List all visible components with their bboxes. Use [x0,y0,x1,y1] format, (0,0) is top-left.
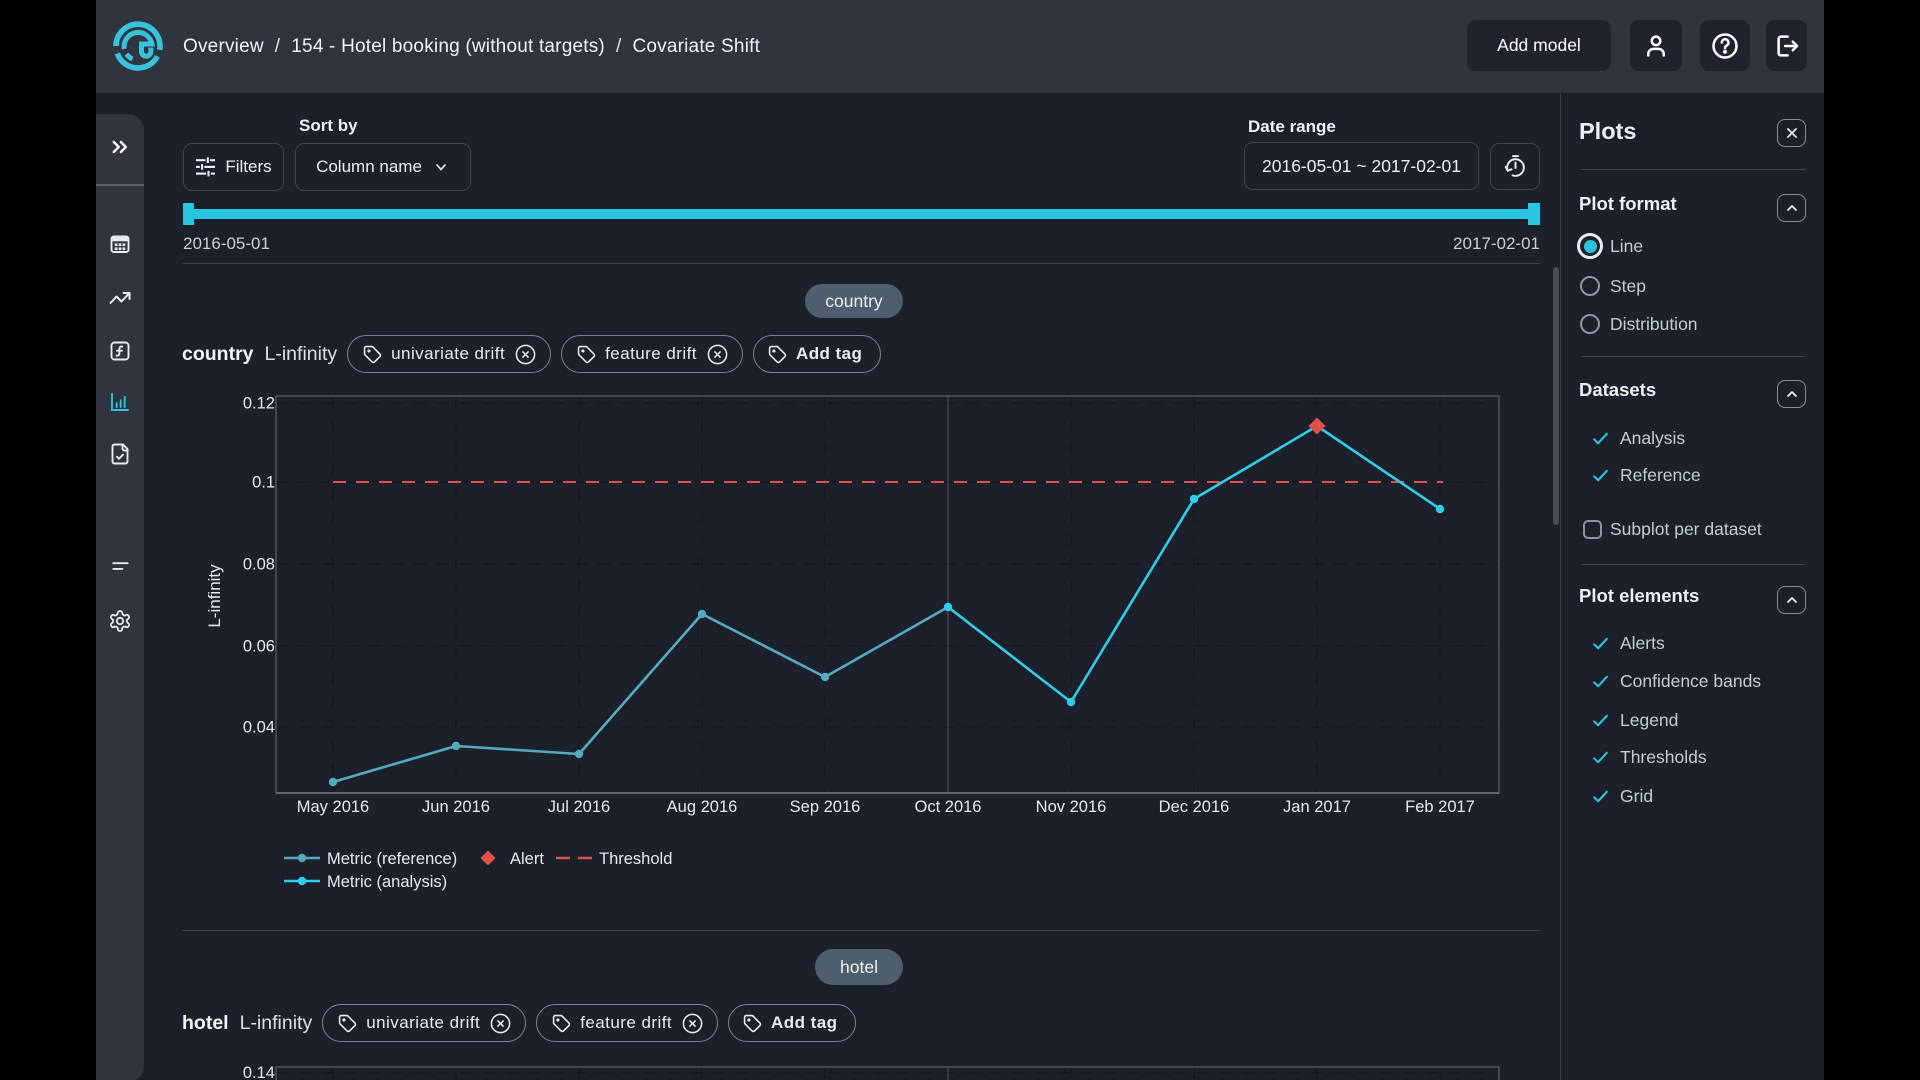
svg-text:May 2016: May 2016 [297,798,369,816]
svg-text:Alert: Alert [510,850,544,868]
svg-text:0.04: 0.04 [243,719,275,737]
svg-text:Nov 2016: Nov 2016 [1036,798,1107,816]
svg-text:Metric (analysis): Metric (analysis) [327,873,447,891]
svg-text:Jun 2016: Jun 2016 [422,798,490,816]
svg-text:L-infinity: L-infinity [205,564,224,628]
svg-text:Threshold: Threshold [599,850,672,868]
svg-text:0.08: 0.08 [243,556,275,574]
svg-text:Oct 2016: Oct 2016 [915,798,982,816]
svg-text:Jan 2017: Jan 2017 [1283,798,1351,816]
svg-text:Metric (reference): Metric (reference) [327,850,457,868]
svg-text:0.06: 0.06 [243,638,275,656]
svg-text:Dec 2016: Dec 2016 [1159,798,1230,816]
svg-text:Aug 2016: Aug 2016 [667,798,738,816]
svg-text:0.14: 0.14 [243,1064,275,1080]
svg-text:Jul 2016: Jul 2016 [548,798,610,816]
svg-text:Feb 2017: Feb 2017 [1405,798,1475,816]
svg-text:0.12: 0.12 [243,395,275,413]
svg-text:0.1: 0.1 [252,474,275,492]
svg-text:Sep 2016: Sep 2016 [790,798,861,816]
